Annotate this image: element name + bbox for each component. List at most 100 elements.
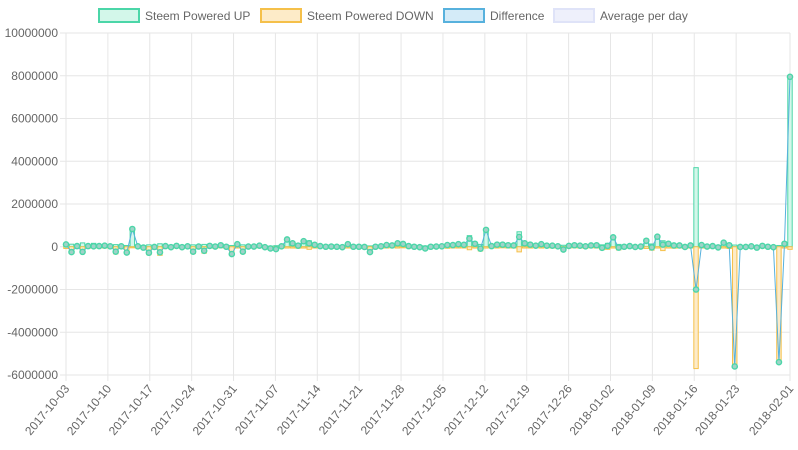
bar-up: [787, 75, 793, 248]
difference-point: [748, 243, 755, 250]
difference-point: [173, 242, 180, 250]
difference-point: [775, 358, 783, 366]
difference-point: [466, 235, 473, 242]
difference-point: [189, 248, 197, 255]
difference-point: [261, 243, 269, 251]
difference-point: [571, 241, 578, 249]
legend-label-average: Average per day: [600, 9, 688, 23]
bar-down: [522, 246, 528, 249]
difference-point: [687, 242, 694, 249]
difference-point: [217, 241, 225, 249]
difference-point: [211, 243, 219, 250]
y-tick-label: -6000000: [7, 368, 58, 382]
difference-point: [184, 243, 191, 250]
difference-point: [112, 248, 120, 255]
legend-swatch-up: [98, 8, 140, 23]
difference-point: [106, 243, 114, 250]
difference-point: [444, 241, 451, 249]
bar-down: [776, 246, 782, 363]
difference-point: [272, 245, 280, 253]
difference-point: [234, 240, 241, 248]
legend-label-difference: Difference: [490, 9, 545, 23]
difference-point: [222, 243, 230, 251]
legend-item-average[interactable]: Average per day: [553, 8, 688, 23]
difference-point: [482, 226, 490, 234]
difference-point: [383, 241, 390, 249]
difference-point: [239, 248, 247, 255]
difference-series-line: [65, 76, 791, 367]
difference-point: [499, 241, 506, 248]
legend-item-up[interactable]: Steem Powered UP: [98, 8, 250, 23]
y-tick-label: 4000000: [11, 154, 58, 168]
difference-point: [123, 249, 131, 256]
bar-down: [300, 246, 307, 249]
difference-point: [289, 240, 296, 247]
bar-down: [654, 246, 661, 249]
difference-line: [65, 76, 791, 367]
difference-point: [322, 243, 330, 251]
difference-point: [521, 240, 529, 247]
legend-label-down: Steem Powered DOWN: [307, 9, 434, 23]
difference-point: [477, 245, 484, 252]
legend-label-up: Steem Powered UP: [145, 9, 250, 23]
difference-point: [350, 243, 357, 251]
difference-point: [554, 243, 562, 250]
bar-down: [289, 246, 296, 249]
difference-point: [167, 243, 175, 251]
difference-point: [587, 242, 595, 249]
difference-point: [366, 248, 374, 256]
difference-point: [84, 242, 92, 250]
difference-point: [493, 241, 501, 248]
difference-points: [62, 73, 794, 370]
difference-point: [73, 242, 81, 250]
difference-point: [593, 241, 600, 249]
difference-point: [134, 243, 142, 250]
difference-point: [344, 240, 352, 248]
difference-point: [731, 363, 739, 370]
difference-point: [709, 242, 716, 250]
difference-point: [654, 233, 661, 241]
difference-point: [311, 241, 319, 249]
difference-point: [294, 242, 302, 249]
difference-point: [582, 243, 589, 250]
difference-point: [515, 233, 523, 241]
y-tick-label: -2000000: [7, 283, 58, 297]
difference-point: [79, 248, 86, 256]
legend-item-difference[interactable]: Difference: [443, 8, 545, 23]
y-tick-label: 6000000: [11, 112, 58, 126]
bar-down: [284, 246, 290, 249]
difference-point: [759, 242, 766, 250]
difference-point: [665, 240, 672, 248]
difference-point: [129, 225, 136, 233]
difference-point: [361, 243, 368, 251]
bar-down: [516, 246, 522, 253]
difference-point: [333, 243, 341, 251]
difference-point: [631, 243, 639, 251]
difference-point: [460, 241, 468, 249]
difference-point: [620, 243, 628, 251]
difference-point: [283, 236, 291, 243]
difference-point: [101, 242, 108, 249]
difference-point: [399, 240, 407, 248]
difference-point: [714, 244, 722, 251]
difference-point: [510, 242, 517, 249]
bar-down: [129, 246, 136, 249]
bar-up: [79, 242, 86, 248]
difference-point: [626, 242, 634, 250]
difference-point: [95, 242, 103, 250]
difference-point: [305, 240, 313, 247]
difference-point: [68, 248, 75, 256]
bar-down: [732, 246, 738, 367]
legend-item-down[interactable]: Steem Powered DOWN: [260, 8, 434, 23]
difference-point: [670, 242, 678, 249]
difference-point: [200, 247, 208, 255]
bar-down: [394, 246, 401, 249]
difference-point: [526, 241, 534, 248]
bar-down: [720, 246, 727, 249]
difference-point: [339, 243, 346, 251]
difference-point: [178, 243, 186, 251]
difference-point: [565, 242, 573, 250]
difference-point: [156, 249, 164, 256]
difference-point: [438, 243, 446, 250]
legend-swatch-average: [553, 8, 595, 23]
